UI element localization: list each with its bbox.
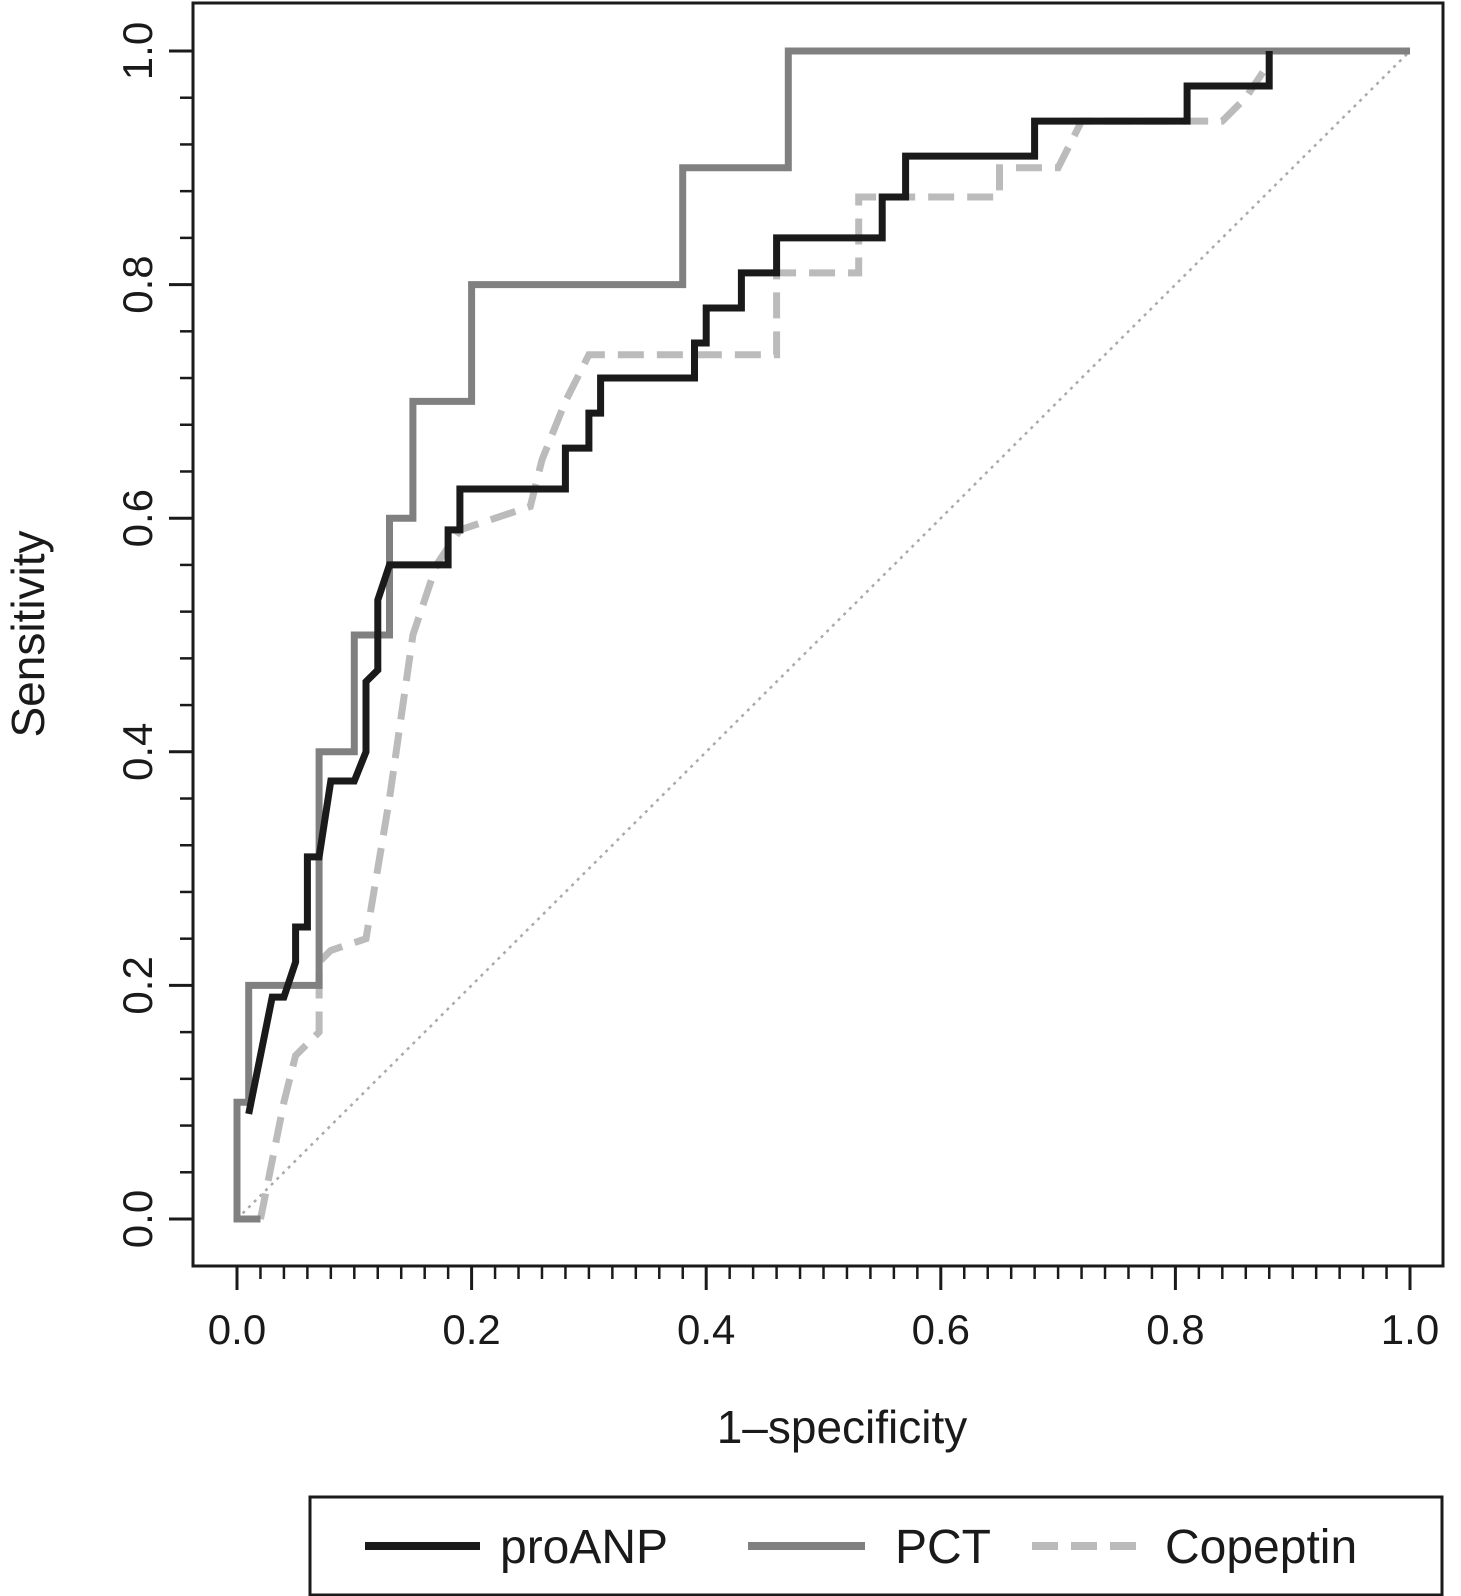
y-axis: 0.0 0.2 0.4 0.6 0.8 1.0 [114,22,193,1248]
x-tick-label: 0.4 [677,1306,735,1353]
plot-frame [191,1,1445,1268]
x-tick-label: 0.8 [1146,1306,1204,1353]
legend: proANP PCT Copeptin [308,1495,1444,1596]
y-tick-label: 0.4 [114,723,161,781]
legend-label-pct: PCT [895,1521,991,1574]
series-line-copeptin [257,60,1273,1220]
x-tick-label: 0.2 [442,1306,500,1353]
x-tick-label: 0.6 [912,1306,970,1353]
y-tick-label: 1.0 [114,22,161,80]
x-axis: 0.0 0.2 0.4 0.6 0.8 1.0 [208,1266,1439,1353]
y-tick-label: 0.6 [114,489,161,547]
y-tick-label: 0.2 [114,956,161,1014]
series-line-proanp [245,51,1273,1115]
x-tick-label: 1.0 [1381,1306,1439,1353]
legend-box [308,1495,1444,1596]
legend-label-proanp: proANP [500,1521,668,1574]
y-tick-label: 0.8 [114,255,161,313]
y-tick-label: 0.0 [114,1190,161,1248]
series-layer [233,47,1410,1223]
legend-label-copeptin: Copeptin [1165,1521,1357,1574]
x-tick-label: 0.0 [208,1306,266,1353]
x-axis-title: 1–specificity [717,1401,968,1453]
series-line-pct [233,47,1410,1223]
y-axis-title: Sensitivity [2,530,54,737]
